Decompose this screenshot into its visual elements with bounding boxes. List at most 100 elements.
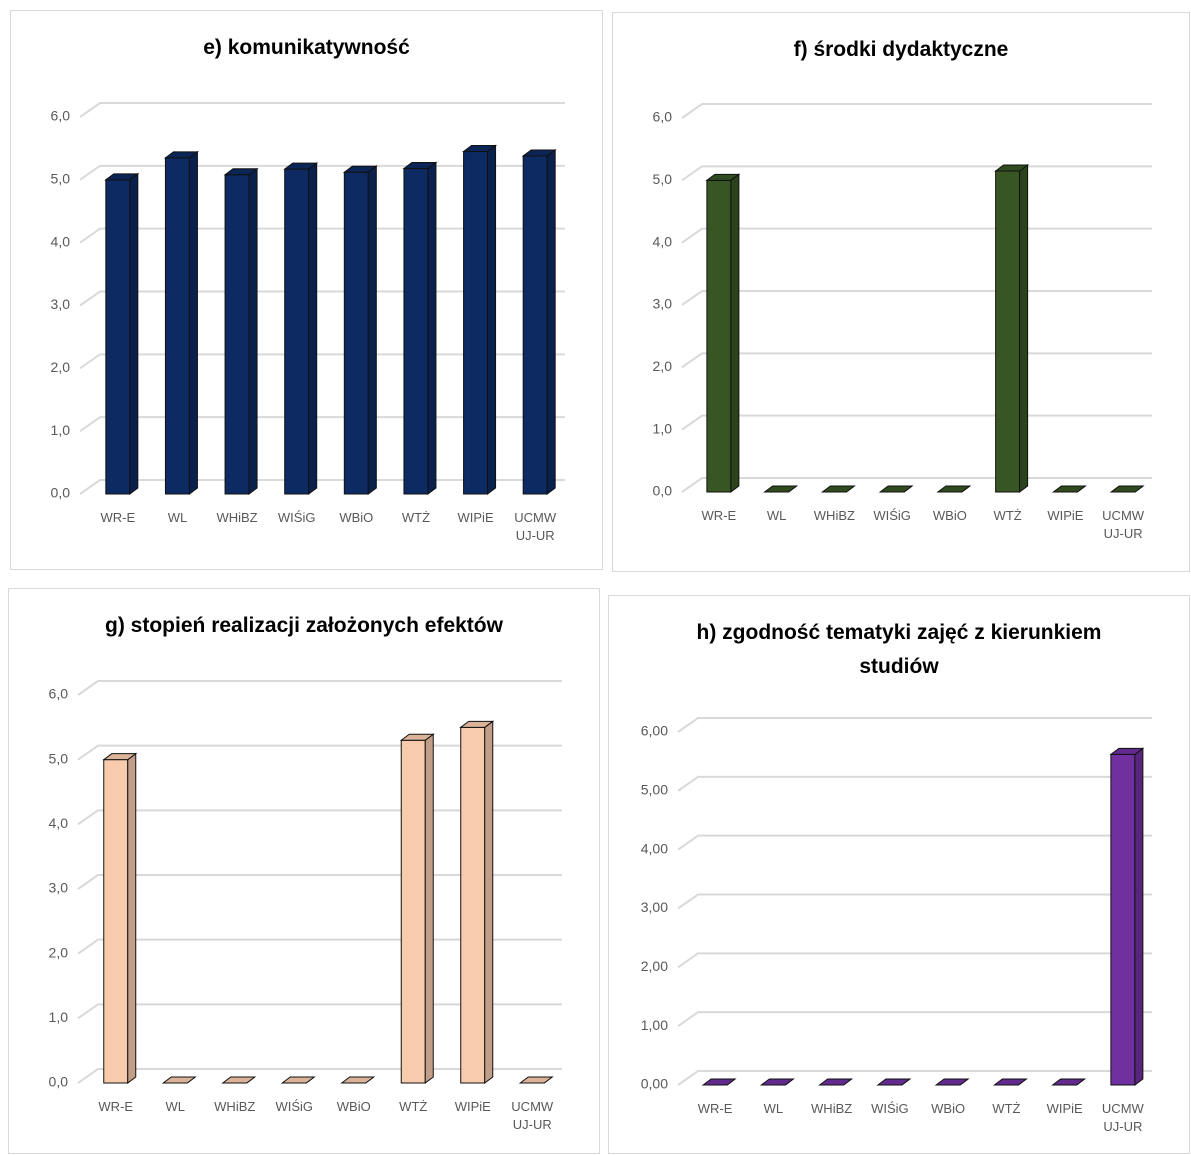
x-tick-label: WBiO (931, 1101, 965, 1116)
bar-side (127, 752, 137, 1084)
bar-side (1134, 747, 1144, 1086)
bar (934, 1078, 970, 1086)
y-tick-label: 4,0 (653, 233, 673, 249)
bar (283, 162, 319, 495)
bar-top (280, 1076, 316, 1084)
bar-front (224, 174, 250, 495)
x-tick-label: WL (166, 1099, 186, 1114)
x-tick-label: WBiO (933, 508, 967, 523)
x-tick-label: WIPiE (1047, 1101, 1083, 1116)
x-tick-label: WHiBZ (814, 508, 855, 523)
bar-top (1051, 485, 1087, 493)
bar-side (424, 733, 434, 1084)
bar-top (1109, 485, 1145, 493)
bar-top (992, 1078, 1028, 1086)
x-tick-label: WIŚiG (278, 510, 316, 525)
bar-top (818, 1078, 854, 1086)
bar (992, 1078, 1028, 1086)
bar-top (701, 1078, 737, 1086)
bar-top (221, 1076, 257, 1084)
bar (994, 163, 1030, 493)
bar-side (248, 167, 258, 495)
grid-line (677, 1011, 1152, 1027)
x-tick-label: WR-E (702, 508, 737, 523)
bar-top (459, 720, 495, 728)
y-tick-label: 3,0 (51, 296, 71, 312)
chart-panel: e) komunikatywność 0,0 1,0 2,0 3,0 4,0 5,0 6,0 W… (10, 10, 603, 570)
bar-front (164, 157, 190, 495)
bar (705, 173, 741, 493)
y-tick-label: 6,00 (641, 723, 668, 739)
bar-side (129, 172, 139, 495)
chart-title: e) komunikatywność (203, 36, 410, 59)
bar (1109, 485, 1145, 493)
grid-line (681, 103, 1152, 119)
bar-side (308, 162, 318, 495)
x-tick-label: WTŻ (994, 508, 1022, 523)
bar-front (343, 171, 369, 495)
bar-top (518, 1076, 554, 1084)
bar-side (1019, 163, 1029, 493)
bar (701, 1078, 737, 1086)
bar-side (730, 173, 740, 493)
bar-front (105, 179, 131, 495)
y-tick-label: 5,0 (51, 171, 71, 187)
x-tick-label: WIŚiG (873, 508, 911, 523)
grid-line (677, 1070, 1152, 1086)
bar (223, 167, 259, 495)
y-tick-label: 5,0 (653, 171, 673, 187)
x-tick-label: UCMW UJ-UR (1102, 1101, 1145, 1134)
bar (161, 1076, 197, 1084)
x-tick-label: WIPiE (458, 510, 494, 525)
bar (104, 172, 140, 495)
x-tick-label: WIŚiG (871, 1101, 909, 1116)
bar-top (878, 485, 914, 493)
bar (1051, 1078, 1087, 1086)
bar (221, 1076, 257, 1084)
x-tick-label: WBiO (337, 1099, 371, 1114)
chart-title: g) stopień realizacji założonych efektów (105, 614, 504, 637)
bar-front (463, 151, 489, 495)
x-tick-label: WR-E (100, 510, 135, 525)
y-tick-label: 0,0 (49, 1074, 69, 1090)
y-tick-label: 2,0 (653, 358, 673, 374)
x-tick-label: WTŻ (399, 1099, 427, 1114)
bar-front (284, 168, 310, 495)
x-tick-label: WHiBZ (811, 1101, 852, 1116)
bar (1109, 747, 1145, 1086)
bar-top (223, 168, 259, 176)
bar-side (427, 161, 437, 495)
x-tick-label: WL (764, 1101, 784, 1116)
y-tick-label: 3,0 (653, 296, 673, 312)
bar-top (102, 753, 138, 761)
bar (459, 720, 495, 1084)
bar-top (462, 145, 498, 153)
y-tick-label: 0,0 (653, 483, 673, 499)
bar (340, 1076, 376, 1084)
bar (820, 485, 856, 493)
chart-panel: f) środki dydaktyczne 0,0 1,0 2,0 3,0 4,0 5,0 6… (612, 12, 1190, 572)
x-tick-label: UCMW UJ-UR (1102, 508, 1145, 541)
grid-line (677, 775, 1152, 792)
bar (399, 733, 435, 1084)
chart-title: h) zgodność tematyki zajęć z kierunkiem s… (697, 621, 1102, 678)
grid-line (677, 834, 1152, 851)
y-tick-label: 4,0 (49, 815, 69, 831)
bar (280, 1076, 316, 1084)
grid-line (677, 717, 1152, 733)
x-tick-label: WIPiE (1047, 508, 1083, 523)
y-tick-label: 6,0 (51, 108, 71, 124)
x-tick-label: WL (767, 508, 787, 523)
x-tick-label: WHiBZ (214, 1099, 255, 1114)
bar-front (103, 759, 129, 1084)
x-tick-label: WL (168, 510, 188, 525)
bar-top (936, 485, 972, 493)
y-tick-label: 1,0 (51, 422, 71, 438)
y-tick-label: 3,0 (49, 880, 69, 896)
grid-line (79, 102, 565, 118)
bar-front (460, 726, 486, 1084)
bar (102, 752, 138, 1084)
y-tick-label: 2,0 (51, 359, 71, 375)
y-tick-label: 1,00 (641, 1017, 668, 1033)
